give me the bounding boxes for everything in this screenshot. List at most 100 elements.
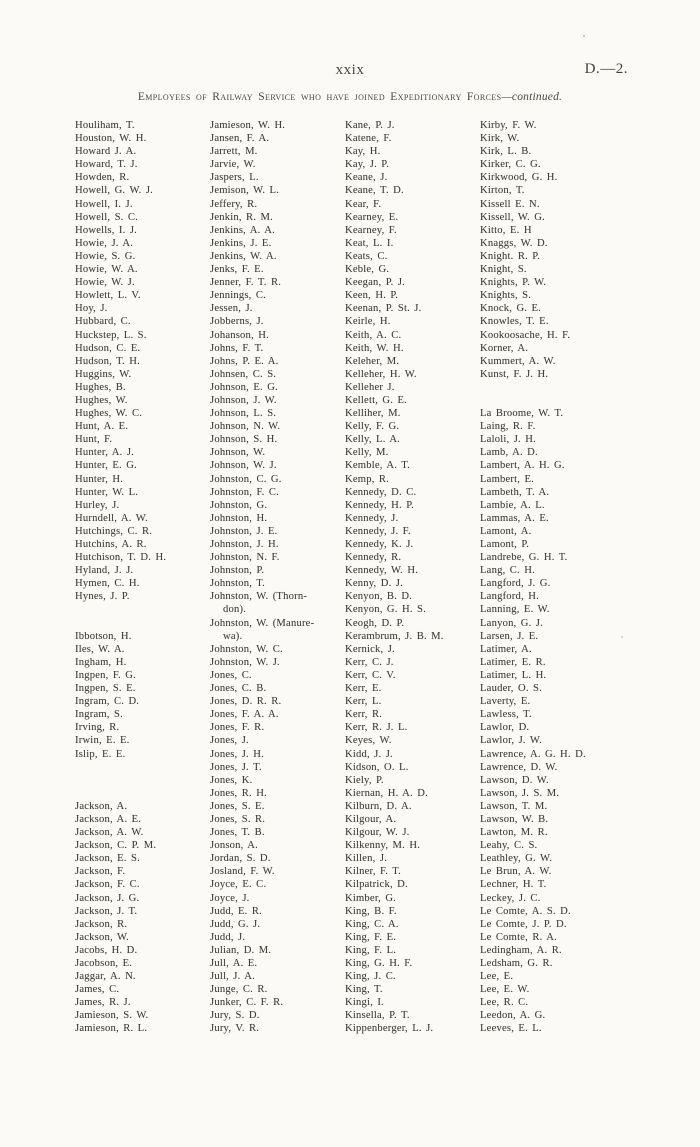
list-item: Latimer, A.: [480, 643, 532, 655]
list-item: Jones, F. A. A.: [210, 709, 279, 721]
list-item: Judd, E. R.: [210, 905, 262, 917]
list-item: King, C. A.: [345, 918, 399, 930]
list-item: Jury, S. D.: [210, 1010, 260, 1022]
list-item: Jones, C.: [210, 669, 252, 681]
list-item: Hunt, A. E.: [75, 421, 129, 433]
list-item: Hunt, F.: [75, 434, 113, 446]
list-item: Kirton, T.: [480, 185, 525, 197]
list-item: Jackson, F. C.: [75, 879, 140, 891]
list-item: Knight, S.: [480, 264, 527, 276]
list-item: Le Comte, J. P. D.: [480, 918, 567, 930]
list-item: Jackson, C. P. M.: [75, 840, 157, 852]
list-item: Leedon, A. G.: [480, 1010, 546, 1022]
list-item: Johnston, W. J.: [210, 656, 280, 668]
list-item: Keen, H. P.: [345, 290, 399, 302]
list-item: Korner, A.: [480, 342, 529, 354]
list-item: Johnston, G.: [210, 499, 268, 511]
list-item: Kunst, F. J. H.: [480, 368, 549, 380]
list-item: King, T.: [345, 984, 383, 996]
list-item: Hunter, E. G.: [75, 460, 137, 472]
list-item: Howie, W. A.: [75, 264, 138, 276]
list-item: Lawson, J. S. M.: [480, 787, 560, 799]
list-item: Lanyon, G. J.: [480, 617, 543, 629]
list-item: Howlett, L. V.: [75, 290, 141, 302]
list-item: Johns, F. T.: [210, 342, 264, 354]
scan-speck: [583, 35, 585, 37]
list-item: Johnson, J. W.: [210, 394, 277, 406]
list-item: Killen, J.: [345, 853, 388, 865]
list-item: James, C.: [75, 984, 120, 996]
list-item: Kimber, G.: [345, 892, 397, 904]
name-column-2: Jamieson, W. H. Jansen, F. A. Jarrett, M. J…: [210, 119, 344, 1036]
list-item: Johnson, W.: [210, 447, 266, 459]
list-item: Huggins, W.: [75, 368, 132, 380]
list-item: Huckstep, L. S.: [75, 329, 147, 341]
list-item: Kinsella, P. T.: [345, 1010, 410, 1022]
list-item: Jennings, C.: [210, 290, 266, 302]
list-item: Ingram, S.: [75, 709, 123, 721]
list-item: Lamont, A.: [480, 525, 532, 537]
list-item: King, F. L.: [345, 944, 397, 956]
list-item: Howie, W. J.: [75, 277, 135, 289]
list-item: Kingi, I.: [345, 997, 384, 1009]
list-item: Jackson, A. E.: [75, 813, 142, 825]
page-number: xxix: [335, 62, 365, 78]
list-item: Johnson, E. G.: [210, 381, 278, 393]
list-item: Lawson, W. B.: [480, 813, 549, 825]
list-item: Jones, D. R. R.: [210, 696, 282, 708]
list-item: Ingpen, F. G.: [75, 669, 136, 681]
list-item: Jaspers, L.: [210, 172, 259, 184]
list-item: Irving, R.: [75, 722, 120, 734]
list-item: Lawson, D. W.: [480, 774, 549, 786]
list-item: Keith, A. C.: [345, 329, 402, 341]
list-item: Kemble, A. T.: [345, 460, 410, 472]
list-item: Hyland, J. J.: [75, 565, 134, 577]
list-item: Jackson, E. S.: [75, 853, 140, 865]
list-item: Jackson, J. G.: [75, 892, 140, 904]
list-item: Jackson, F.: [75, 866, 126, 878]
list-item: Jenkin, R. M.: [210, 211, 273, 223]
name-column-1: Houliham, T. Houston, W. H. Howard J. A. Ho…: [75, 119, 207, 1036]
list-item: Langford, H.: [480, 591, 539, 603]
list-item: Ingham, H.: [75, 656, 127, 668]
list-item: Houston, W. H.: [75, 133, 147, 145]
list-item: Leahy, C. S.: [480, 840, 538, 852]
list-item: Kilburn, D. A.: [345, 800, 412, 812]
list-item: Johnson, W. J.: [210, 460, 277, 472]
list-item: Hynes, J. P.: [75, 591, 130, 603]
list-item: Kennedy, W. H.: [345, 565, 419, 577]
list-item: Ingpen, S. E.: [75, 683, 136, 695]
list-item: Lambert, A. H. G.: [480, 460, 565, 472]
list-item: King, F. E.: [345, 931, 397, 943]
name-group: Jamieson, W. H. Jansen, F. A. Jarrett, M. J…: [210, 119, 344, 1036]
list-item: Jull, J. A.: [210, 971, 255, 983]
list-item: Kilgour, W. J.: [345, 827, 410, 839]
list-item: Ledingham, A. R.: [480, 944, 562, 956]
list-item: Keegan, P. J.: [345, 277, 406, 289]
list-item: Jones, J. T.: [210, 761, 262, 773]
list-item: Kelly, M.: [345, 447, 389, 459]
list-item: Kitto, E. H: [480, 224, 532, 236]
list-item: Knights, S.: [480, 290, 532, 302]
list-item: Hughes, B.: [75, 381, 126, 393]
list-item: Kiely, P.: [345, 774, 384, 786]
list-item: Josland, F. W.: [210, 866, 275, 878]
list-item: Jackson, A. W.: [75, 827, 144, 839]
list-item: Kippenberger, L. J.: [345, 1023, 434, 1035]
name-column-3: Kane, P. J. Katene, F. Kay, H. Kay, J. P. Ke…: [345, 119, 479, 1036]
list-item: Lawlor, J. W.: [480, 735, 542, 747]
list-item: Jaggar, A. N.: [75, 971, 136, 983]
list-item: Jull, A. E.: [210, 958, 258, 969]
list-item: Kummert, A. W.: [480, 355, 556, 367]
document-reference-number: D.—2.: [584, 61, 628, 77]
list-item: Ingram, C. D.: [75, 696, 140, 708]
list-item: King, J. C.: [345, 971, 396, 983]
list-item: Kearney, F.: [345, 224, 397, 236]
list-item: Jessen, J.: [210, 303, 253, 315]
list-item: Kennedy, D. C.: [345, 486, 417, 498]
list-item: Knights, P. W.: [480, 277, 547, 289]
list-item: Johnston, J. H.: [210, 539, 279, 550]
list-item: Jones, R. H.: [210, 787, 267, 799]
list-item: Hutchins, A. R.: [75, 539, 147, 550]
